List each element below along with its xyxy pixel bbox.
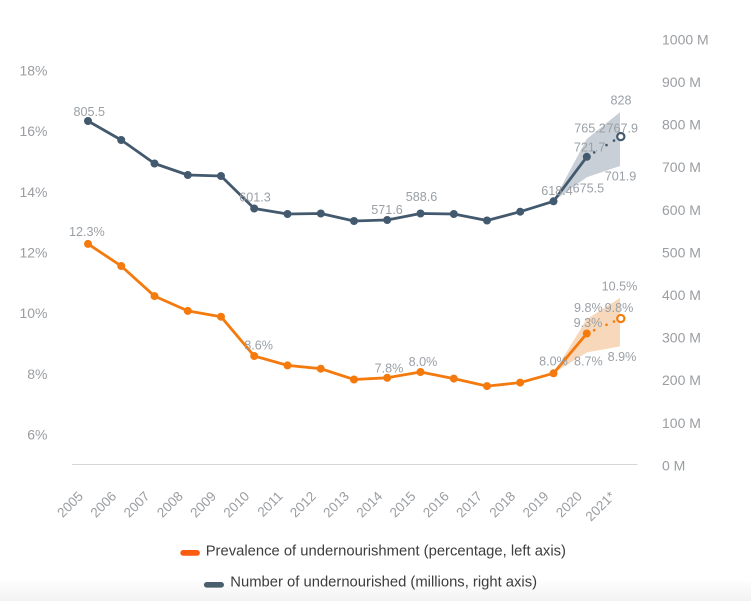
svg-text:10%: 10% bbox=[19, 305, 47, 321]
svg-text:500 M: 500 M bbox=[662, 244, 701, 260]
svg-text:721.7: 721.7 bbox=[574, 141, 606, 155]
svg-text:2016: 2016 bbox=[420, 489, 452, 521]
svg-text:9.8%: 9.8% bbox=[574, 301, 603, 315]
svg-text:571.6: 571.6 bbox=[371, 203, 403, 217]
svg-text:8.9%: 8.9% bbox=[608, 350, 637, 364]
svg-text:2009: 2009 bbox=[187, 489, 219, 521]
svg-text:6%: 6% bbox=[27, 426, 47, 442]
svg-text:400 M: 400 M bbox=[662, 287, 701, 303]
svg-text:12%: 12% bbox=[19, 245, 47, 261]
svg-text:588.6: 588.6 bbox=[406, 190, 438, 204]
svg-text:2015: 2015 bbox=[387, 489, 419, 521]
svg-text:2021*: 2021* bbox=[583, 488, 619, 524]
svg-text:300 M: 300 M bbox=[662, 330, 701, 346]
svg-text:2010: 2010 bbox=[220, 489, 252, 521]
svg-text:2018: 2018 bbox=[486, 489, 518, 521]
svg-text:10.5%: 10.5% bbox=[602, 280, 638, 294]
svg-text:800 M: 800 M bbox=[662, 117, 701, 133]
svg-text:2005: 2005 bbox=[54, 489, 86, 521]
svg-text:8.0%: 8.0% bbox=[539, 355, 568, 369]
svg-text:Number of undernourished (mill: Number of undernourished (millions, righ… bbox=[230, 574, 537, 590]
svg-text:2019: 2019 bbox=[520, 489, 552, 521]
svg-text:8%: 8% bbox=[27, 366, 47, 382]
svg-text:675.5: 675.5 bbox=[573, 181, 605, 195]
svg-text:16%: 16% bbox=[19, 123, 47, 139]
svg-text:805.5: 805.5 bbox=[73, 105, 105, 119]
svg-text:618.4: 618.4 bbox=[541, 184, 573, 198]
svg-text:700 M: 700 M bbox=[662, 159, 701, 175]
svg-text:701.9: 701.9 bbox=[605, 170, 637, 184]
svg-text:8.6%: 8.6% bbox=[244, 339, 273, 353]
svg-text:2020: 2020 bbox=[553, 489, 585, 521]
svg-text:2011: 2011 bbox=[254, 489, 285, 520]
svg-text:8.7%: 8.7% bbox=[574, 355, 603, 369]
svg-text:7.8%: 7.8% bbox=[375, 362, 404, 376]
svg-text:0 M: 0 M bbox=[662, 457, 685, 473]
svg-text:100 M: 100 M bbox=[662, 415, 701, 431]
svg-text:14%: 14% bbox=[19, 184, 47, 200]
svg-text:9.8%: 9.8% bbox=[605, 301, 634, 315]
svg-text:2014: 2014 bbox=[353, 488, 385, 520]
svg-text:9.3%: 9.3% bbox=[574, 316, 603, 330]
svg-text:18%: 18% bbox=[19, 63, 47, 79]
svg-text:2007: 2007 bbox=[121, 489, 153, 521]
svg-text:601.3: 601.3 bbox=[239, 191, 271, 205]
svg-text:2013: 2013 bbox=[320, 489, 352, 521]
svg-text:2006: 2006 bbox=[87, 489, 119, 521]
svg-text:1000 M: 1000 M bbox=[662, 31, 709, 47]
svg-text:8.0%: 8.0% bbox=[409, 355, 438, 369]
svg-text:Prevalence of undernourishment: Prevalence of undernourishment (percenta… bbox=[206, 543, 566, 559]
svg-text:828: 828 bbox=[610, 94, 631, 108]
svg-text:200 M: 200 M bbox=[662, 372, 701, 388]
svg-text:2012: 2012 bbox=[287, 489, 319, 521]
svg-text:2008: 2008 bbox=[154, 489, 186, 521]
svg-text:765.2: 765.2 bbox=[574, 121, 606, 135]
svg-text:2017: 2017 bbox=[453, 489, 485, 521]
svg-text:900 M: 900 M bbox=[662, 74, 701, 90]
svg-text:12.3%: 12.3% bbox=[69, 225, 105, 239]
svg-text:767.9: 767.9 bbox=[606, 121, 638, 135]
svg-text:600 M: 600 M bbox=[662, 202, 701, 218]
